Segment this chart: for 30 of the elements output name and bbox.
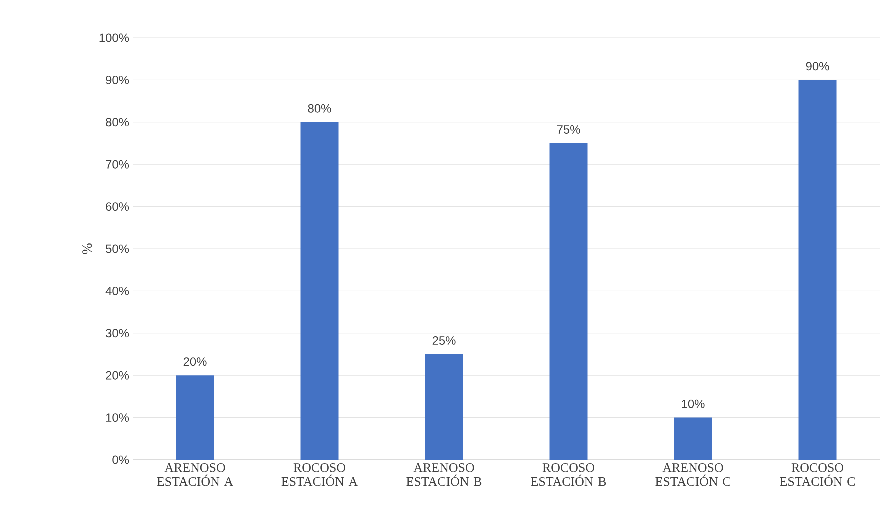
y-tick-label: 90% (106, 76, 130, 84)
y-tick-label: 60% (106, 202, 130, 212)
data-label: 10% (682, 400, 705, 408)
bar (176, 376, 214, 460)
x-tick-label: ARENOSO ESTACIÓN B (406, 464, 482, 486)
data-label: 80% (308, 104, 332, 113)
y-tick-label: 10% (106, 414, 130, 422)
data-label: 25% (432, 336, 456, 345)
data-label: 20% (184, 358, 207, 366)
y-tick-label: 20% (106, 371, 130, 380)
bar (674, 418, 712, 460)
bar (300, 122, 339, 460)
y-tick-label: 40% (106, 286, 130, 296)
y-axis-title: % (82, 244, 92, 254)
bar (798, 80, 837, 460)
x-tick-label: ROCOSO ESTACIÓN C (780, 464, 856, 486)
y-tick-label: 70% (106, 160, 130, 169)
x-tick-label: ARENOSO ESTACIÓN C (656, 464, 731, 486)
y-tick-label: 100% (100, 34, 130, 42)
y-tick-label: 50% (106, 244, 130, 254)
x-tick-label: ROCOSO ESTACIÓN A (282, 464, 358, 486)
x-tick-label: ROCOSO ESTACIÓN B (531, 464, 606, 486)
data-label: 75% (557, 126, 580, 134)
bar (425, 354, 464, 460)
y-tick-label: 30% (106, 329, 130, 338)
y-tick-label: 0% (112, 456, 130, 464)
data-label: 90% (806, 62, 830, 71)
x-tick-label: ARENOSO ESTACIÓN A (157, 464, 234, 486)
y-tick-label: 80% (106, 118, 130, 127)
bar (550, 143, 588, 460)
